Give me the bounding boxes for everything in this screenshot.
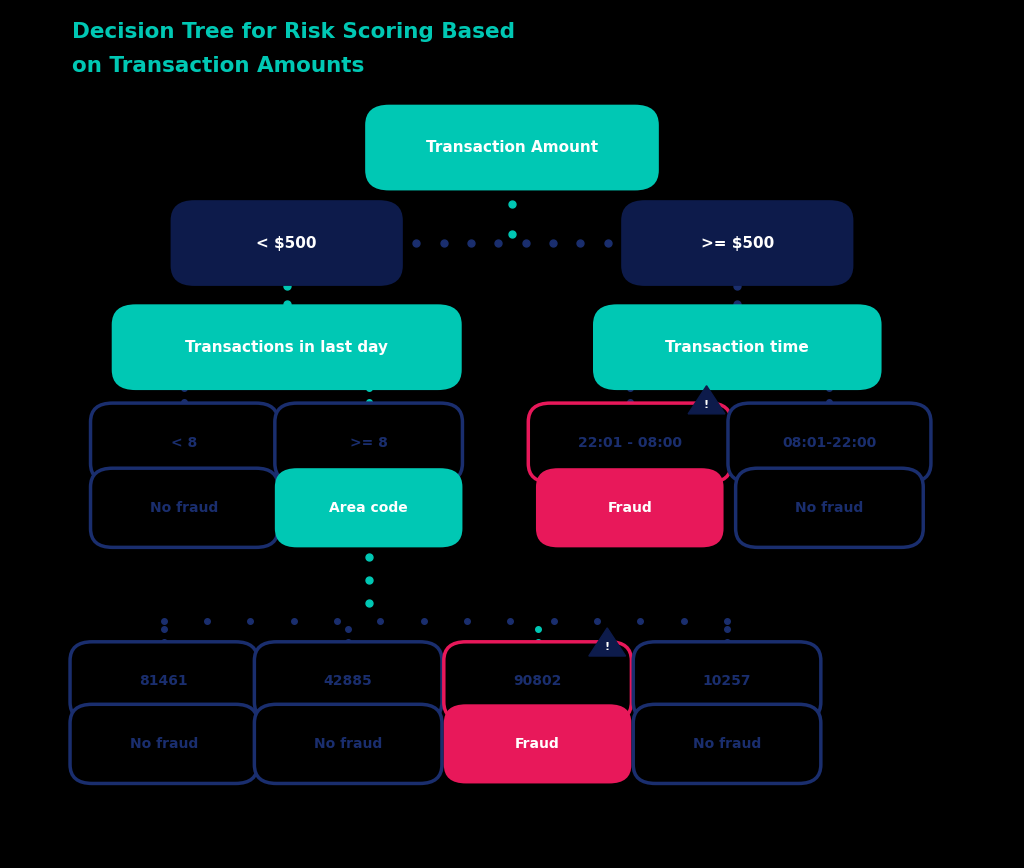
Text: Decision Tree for Risk Scoring Based: Decision Tree for Risk Scoring Based xyxy=(72,22,515,42)
Text: Transaction time: Transaction time xyxy=(666,339,809,355)
FancyBboxPatch shape xyxy=(112,305,462,390)
Text: No fraud: No fraud xyxy=(151,501,218,515)
Text: on Transaction Amounts: on Transaction Amounts xyxy=(72,56,365,76)
Text: 42885: 42885 xyxy=(324,674,373,688)
Text: < $500: < $500 xyxy=(256,235,317,251)
FancyBboxPatch shape xyxy=(735,468,924,548)
FancyBboxPatch shape xyxy=(593,305,882,390)
FancyBboxPatch shape xyxy=(274,468,463,548)
Text: 22:01 - 08:00: 22:01 - 08:00 xyxy=(578,436,682,450)
FancyBboxPatch shape xyxy=(70,641,258,721)
Text: 90802: 90802 xyxy=(513,674,562,688)
FancyBboxPatch shape xyxy=(728,403,931,483)
Text: No fraud: No fraud xyxy=(693,737,761,751)
Text: Fraud: Fraud xyxy=(607,501,652,515)
Text: 10257: 10257 xyxy=(702,674,752,688)
FancyBboxPatch shape xyxy=(90,468,279,548)
Text: 08:01-22:00: 08:01-22:00 xyxy=(782,436,877,450)
Text: < 8: < 8 xyxy=(171,436,198,450)
FancyBboxPatch shape xyxy=(366,105,658,190)
Polygon shape xyxy=(688,385,725,414)
Text: 81461: 81461 xyxy=(139,674,188,688)
FancyBboxPatch shape xyxy=(536,468,724,548)
Text: Area code: Area code xyxy=(330,501,408,515)
Text: !: ! xyxy=(703,400,710,411)
Text: No fraud: No fraud xyxy=(796,501,863,515)
FancyBboxPatch shape xyxy=(528,403,731,483)
FancyBboxPatch shape xyxy=(443,704,632,784)
Text: >= $500: >= $500 xyxy=(700,235,774,251)
Polygon shape xyxy=(589,628,626,656)
FancyBboxPatch shape xyxy=(171,201,402,286)
FancyBboxPatch shape xyxy=(443,641,632,721)
FancyBboxPatch shape xyxy=(254,641,442,721)
Text: No fraud: No fraud xyxy=(314,737,382,751)
FancyBboxPatch shape xyxy=(254,704,442,784)
FancyBboxPatch shape xyxy=(274,403,463,483)
Text: Fraud: Fraud xyxy=(515,737,560,751)
FancyBboxPatch shape xyxy=(633,704,821,784)
FancyBboxPatch shape xyxy=(622,201,853,286)
FancyBboxPatch shape xyxy=(70,704,258,784)
Text: >= 8: >= 8 xyxy=(350,436,387,450)
Text: !: ! xyxy=(604,642,610,653)
FancyBboxPatch shape xyxy=(90,403,279,483)
Text: Transaction Amount: Transaction Amount xyxy=(426,140,598,155)
Text: No fraud: No fraud xyxy=(130,737,198,751)
Text: Transactions in last day: Transactions in last day xyxy=(185,339,388,355)
FancyBboxPatch shape xyxy=(633,641,821,721)
